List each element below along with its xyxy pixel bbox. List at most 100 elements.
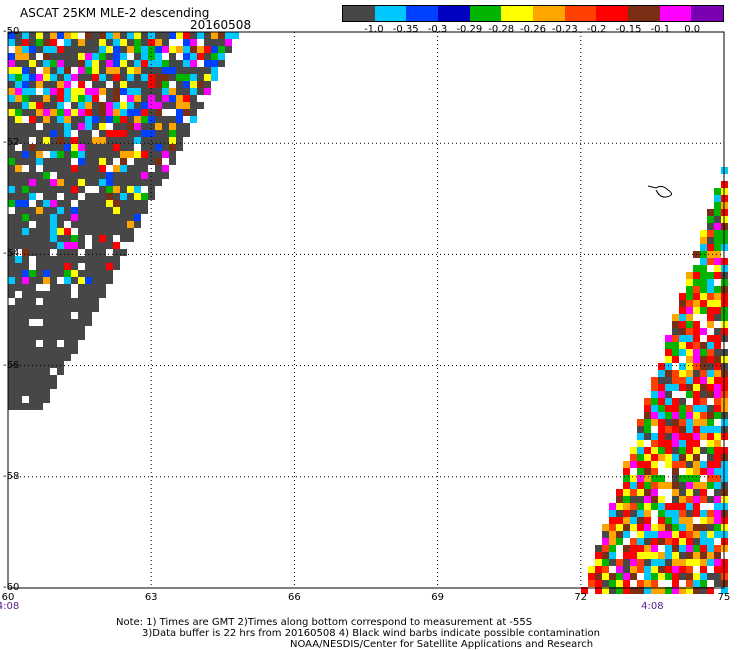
swath-cell	[99, 60, 106, 67]
swath-cell	[595, 587, 602, 594]
swath-cell	[134, 144, 141, 151]
swath-cell	[148, 32, 155, 39]
swath-cell	[707, 279, 714, 286]
swath-cell	[99, 179, 106, 186]
swath-cell	[85, 158, 92, 165]
swath-cell	[64, 109, 71, 116]
swath-cell	[190, 109, 197, 116]
swath-cell	[707, 321, 714, 328]
swath-cell	[197, 88, 204, 95]
swath-cell	[623, 573, 630, 580]
swath-cell	[29, 263, 36, 270]
swath-cell	[693, 258, 700, 265]
swath-cell	[714, 272, 721, 279]
swath-cell	[22, 354, 29, 361]
swath-cell	[71, 151, 78, 158]
swath-cell	[57, 158, 64, 165]
swath-cell	[29, 228, 36, 235]
swath-cell	[36, 158, 43, 165]
swath-cell	[78, 200, 85, 207]
swath-cell	[71, 46, 78, 53]
swath-cell	[29, 249, 36, 256]
swath-cell	[700, 468, 707, 475]
swath-cell	[57, 123, 64, 130]
swath-cell	[707, 412, 714, 419]
swath-cell	[721, 587, 728, 594]
swath-cell	[127, 74, 134, 81]
swath-cell	[686, 580, 693, 587]
swath-cell	[211, 74, 218, 81]
swath-cell	[707, 419, 714, 426]
swath-cell	[85, 123, 92, 130]
swath-cell	[672, 510, 679, 517]
swath-cell	[78, 109, 85, 116]
swath-cell	[225, 32, 232, 39]
swath-cell	[693, 307, 700, 314]
swath-cell	[64, 81, 71, 88]
swath-cell	[218, 53, 225, 60]
swath-cell	[78, 165, 85, 172]
swath-cell	[714, 314, 721, 321]
swath-cell	[120, 130, 127, 137]
swath-cell	[99, 74, 106, 81]
swath-cell	[113, 88, 120, 95]
swath-cell	[609, 538, 616, 545]
swath-cell	[679, 349, 686, 356]
swath-cell	[651, 510, 658, 517]
swath-cell	[78, 102, 85, 109]
swath-cell	[665, 419, 672, 426]
swath-cell	[672, 335, 679, 342]
swath-cell	[8, 74, 15, 81]
swath-cell	[57, 179, 64, 186]
swath-cell	[162, 46, 169, 53]
swath-cell	[679, 363, 686, 370]
swath-cell	[113, 193, 120, 200]
swath-cell	[43, 123, 50, 130]
swath-cell	[644, 503, 651, 510]
swath-cell	[686, 447, 693, 454]
swath-cell	[693, 545, 700, 552]
swath-cell	[78, 151, 85, 158]
swath-cell	[679, 580, 686, 587]
swath-cell	[36, 74, 43, 81]
swath-cell	[658, 405, 665, 412]
swath-cell	[43, 88, 50, 95]
swath-cell	[78, 221, 85, 228]
swath-cell	[679, 531, 686, 538]
swath-cell	[8, 375, 15, 382]
swath-cell	[679, 412, 686, 419]
swath-cell	[15, 256, 22, 263]
swath-cell	[637, 482, 644, 489]
swath-cell	[15, 200, 22, 207]
swath-cell	[43, 242, 50, 249]
swath-cell	[162, 102, 169, 109]
swath-cell	[616, 538, 623, 545]
swath-cell	[99, 53, 106, 60]
swath-cell	[15, 193, 22, 200]
swath-cell	[29, 214, 36, 221]
swath-cell	[623, 461, 630, 468]
swath-cell	[43, 354, 50, 361]
swath-cell	[148, 172, 155, 179]
swath-cell	[700, 384, 707, 391]
swath-cell	[64, 249, 71, 256]
swath-cell	[148, 158, 155, 165]
swath-cell	[57, 291, 64, 298]
swath-cell	[672, 391, 679, 398]
swath-cell	[15, 165, 22, 172]
swath-cell	[134, 221, 141, 228]
swath-cell	[616, 559, 623, 566]
swath-cell	[36, 193, 43, 200]
swath-cell	[609, 524, 616, 531]
swath-cell	[162, 74, 169, 81]
colorbar-swatch	[659, 6, 692, 21]
swath-cell	[672, 419, 679, 426]
swath-cell	[127, 109, 134, 116]
swath-cell	[155, 116, 162, 123]
swath-cell	[623, 503, 630, 510]
swath-cell	[99, 144, 106, 151]
swath-cell	[644, 489, 651, 496]
swath-cell	[714, 335, 721, 342]
swath-cell	[134, 116, 141, 123]
swath-cell	[78, 60, 85, 67]
